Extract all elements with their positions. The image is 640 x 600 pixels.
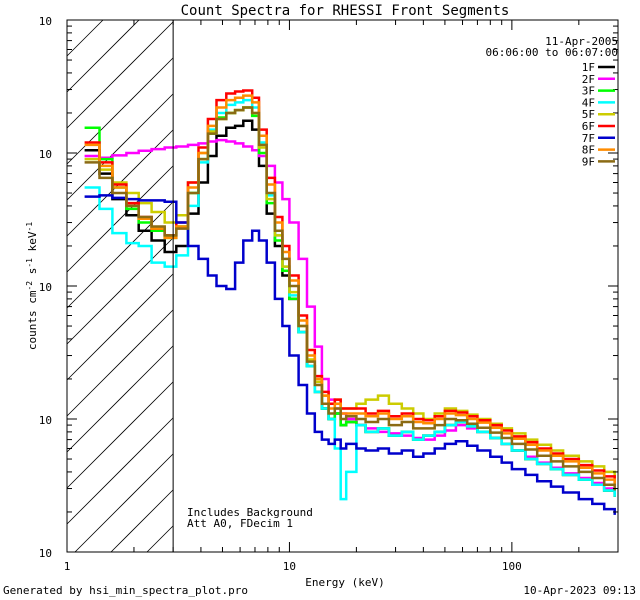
y-label-exp-b: -2	[25, 281, 34, 291]
legend-label-1f: 1F	[582, 61, 595, 74]
y-label-part-a: counts cm	[26, 290, 39, 350]
y-tick-label: 10	[39, 547, 52, 560]
y-label-exp-f: -1	[25, 222, 34, 232]
y-axis-label: counts cm-2 s-1 keV-1	[25, 222, 39, 350]
legend-label-7f: 7F	[582, 132, 595, 145]
series-layer	[84, 89, 616, 515]
chart-title: Count Spectra for RHESSI Front Segments	[181, 3, 510, 19]
footer-timestamp: 10-Apr-2023 09:13	[523, 584, 636, 597]
y-tick-base: 10	[39, 281, 52, 294]
footer-generated-by: Generated by hsi_min_spectra_plot.pro	[3, 584, 248, 597]
y-label-part-c: s	[26, 268, 39, 281]
y-tick-base: 10	[39, 15, 52, 28]
y-tick-base: 10	[39, 414, 52, 427]
x-tick-label: 1	[64, 560, 71, 573]
y-tick-label: 10	[39, 281, 52, 294]
x-tick-label: 10	[283, 560, 296, 573]
y-label-exp-d: -1	[25, 258, 34, 268]
hatch-lines	[66, 19, 174, 553]
x-tick-label: 100	[502, 560, 522, 573]
series-line-7f	[84, 194, 616, 515]
y-label-part-e: keV	[26, 231, 39, 258]
annotation-note-1: Includes Background	[187, 506, 313, 519]
annotation-note-2: Att A0, FDecim 1	[187, 517, 293, 530]
y-tick-base: 10	[39, 148, 52, 161]
y-tick-label: 10	[39, 148, 52, 161]
legend-label-5f: 5F	[582, 108, 595, 121]
legend-label-4f: 4F	[582, 96, 595, 109]
annotation-date: 11-Apr-2005	[545, 35, 618, 48]
y-tick-base: 10	[39, 547, 52, 560]
legend-label-8f: 8F	[582, 144, 595, 157]
excluded-energy-hatch	[66, 19, 174, 553]
legend-label-2f: 2F	[582, 73, 595, 86]
annotation-time-range: 06:06:00 to 06:07:00	[486, 46, 618, 59]
x-axis-label: Energy (keV)	[305, 576, 384, 589]
plot-frame	[66, 19, 619, 553]
series-line-9f	[84, 106, 616, 491]
legend-label-6f: 6F	[582, 120, 595, 133]
legend-label-9f: 9F	[582, 155, 595, 168]
legend-label-3f: 3F	[582, 85, 595, 98]
y-tick-label: 10	[39, 15, 52, 28]
y-tick-label: 10	[39, 414, 52, 427]
